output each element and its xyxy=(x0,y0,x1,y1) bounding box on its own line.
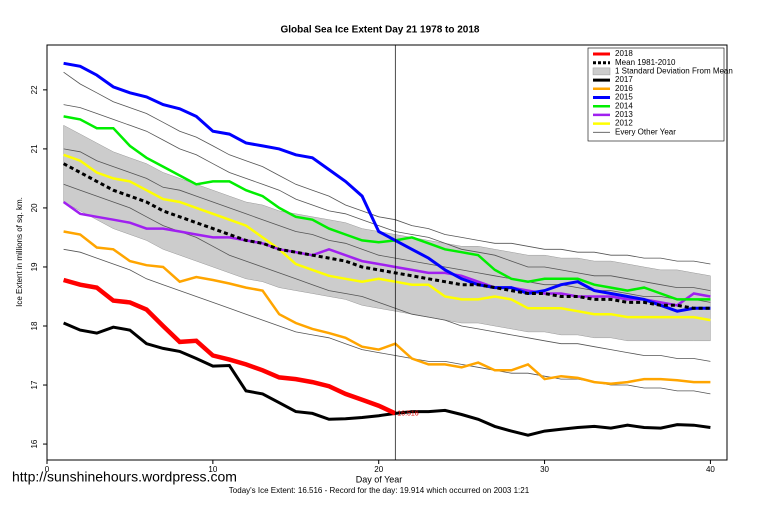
series-line xyxy=(62,162,711,310)
legend-label: 1 Standard Deviation From Mean xyxy=(615,67,733,76)
other-year-line xyxy=(63,183,711,362)
y-tick-label: 20 xyxy=(30,203,39,212)
series-line xyxy=(63,321,711,437)
x-tick-label: 0 xyxy=(45,465,50,474)
series-line xyxy=(63,115,711,301)
legend-label: 2013 xyxy=(615,110,633,119)
legend-label: 2012 xyxy=(615,119,633,128)
y-tick-label: 16 xyxy=(30,439,39,448)
watermark: http://sunshinehours.wordpress.com xyxy=(12,469,237,485)
legend-label: 2018 xyxy=(615,49,633,58)
y-tick-label: 21 xyxy=(30,144,39,153)
legend-label: 2015 xyxy=(615,93,633,102)
legend-label: Mean 1981-2010 xyxy=(615,58,676,67)
series-line xyxy=(62,277,397,416)
legend-label: Every Other Year xyxy=(615,127,676,136)
series-line xyxy=(62,200,711,307)
std-band xyxy=(63,124,711,342)
y-tick-label: 19 xyxy=(30,262,39,271)
series-line xyxy=(63,61,711,313)
legend-label: 2014 xyxy=(615,101,633,110)
series-line xyxy=(63,230,711,386)
y-tick-label: 22 xyxy=(30,85,39,94)
other-year-line xyxy=(63,104,711,291)
y-tick-label: 17 xyxy=(30,380,39,389)
legend-box xyxy=(587,47,725,142)
y-axis-label: Ice Extent in millions of sq. km. xyxy=(15,197,24,307)
legend-label: 2016 xyxy=(615,84,633,93)
other-year-line xyxy=(63,71,711,265)
x-tick-label: 10 xyxy=(208,465,217,474)
x-tick-label: 30 xyxy=(540,465,549,474)
y-tick-label: 18 xyxy=(30,321,39,330)
x-tick-label: 40 xyxy=(706,465,715,474)
series-line xyxy=(63,153,711,322)
legend-swatch xyxy=(592,67,611,76)
x-axis-label: Day of Year xyxy=(356,474,403,484)
footer: Today's Ice Extent: 16.516 - Record for … xyxy=(229,486,530,495)
annotation: 16.516 xyxy=(397,410,419,417)
legend-label: 2017 xyxy=(615,75,633,84)
x-tick-label: 20 xyxy=(374,465,383,474)
plot-frame xyxy=(46,44,728,461)
chart-title: Global Sea Ice Extent Day 21 1978 to 201… xyxy=(281,25,480,36)
